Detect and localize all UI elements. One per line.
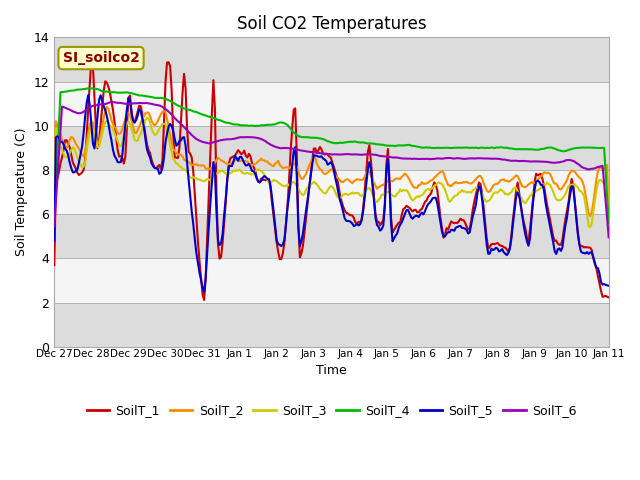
SoilT_4 <box>89 85 97 91</box>
Bar <box>54 37 609 82</box>
SoilT_3 <box>605 233 612 239</box>
SoilT_6 <box>236 134 243 140</box>
SoilT_6 <box>605 234 612 240</box>
Line: SoilT_6: SoilT_6 <box>54 102 609 237</box>
SoilT_2 <box>294 168 302 174</box>
SoilT_5 <box>200 289 208 295</box>
SoilT_1 <box>246 153 254 159</box>
SoilT_1 <box>605 295 612 300</box>
SoilT_3 <box>236 167 243 172</box>
Legend: SoilT_1, SoilT_2, SoilT_3, SoilT_4, SoilT_5, SoilT_6: SoilT_1, SoilT_2, SoilT_3, SoilT_4, Soil… <box>82 399 581 422</box>
SoilT_6 <box>120 101 127 107</box>
Bar <box>54 214 609 258</box>
SoilT_3 <box>575 188 583 193</box>
SoilT_5 <box>219 231 227 237</box>
SoilT_2 <box>51 191 58 197</box>
Bar <box>54 302 609 347</box>
SoilT_4 <box>120 90 127 96</box>
Line: SoilT_1: SoilT_1 <box>54 60 609 300</box>
SoilT_6 <box>108 99 115 105</box>
SoilT_1 <box>219 239 227 245</box>
SoilT_6 <box>51 223 58 229</box>
SoilT_5 <box>605 283 612 288</box>
SoilT_4 <box>294 133 302 139</box>
Line: SoilT_3: SoilT_3 <box>54 118 609 236</box>
Line: SoilT_2: SoilT_2 <box>54 107 609 225</box>
SoilT_2 <box>103 104 111 110</box>
SoilT_1 <box>296 254 304 260</box>
SoilT_5 <box>296 243 304 249</box>
Line: SoilT_5: SoilT_5 <box>54 95 609 292</box>
SoilT_3 <box>217 168 225 173</box>
SoilT_4 <box>51 216 58 222</box>
SoilT_2 <box>245 161 253 167</box>
SoilT_5 <box>120 137 127 143</box>
SoilT_6 <box>245 134 253 140</box>
SoilT_4 <box>217 118 225 123</box>
SoilT_6 <box>575 162 583 168</box>
Bar <box>54 170 609 214</box>
SoilT_2 <box>120 121 127 127</box>
SoilT_2 <box>605 222 612 228</box>
SoilT_1 <box>577 243 585 249</box>
Bar <box>54 82 609 126</box>
SoilT_1 <box>237 151 245 157</box>
SoilT_6 <box>217 137 225 143</box>
SoilT_6 <box>294 147 302 153</box>
SoilT_3 <box>143 115 151 120</box>
SoilT_2 <box>575 175 583 180</box>
SoilT_1 <box>200 297 208 303</box>
Line: SoilT_4: SoilT_4 <box>54 88 609 223</box>
SoilT_2 <box>217 157 225 163</box>
SoilT_4 <box>575 145 583 151</box>
SoilT_1 <box>51 262 58 268</box>
SoilT_3 <box>51 196 58 202</box>
Y-axis label: Soil Temperature (C): Soil Temperature (C) <box>15 128 28 256</box>
Title: Soil CO2 Temperatures: Soil CO2 Temperatures <box>237 15 426 33</box>
SoilT_3 <box>245 170 253 176</box>
SoilT_3 <box>294 185 302 191</box>
SoilT_4 <box>605 220 612 226</box>
X-axis label: Time: Time <box>316 364 347 377</box>
SoilT_5 <box>246 164 254 169</box>
SoilT_1 <box>120 161 127 167</box>
Bar <box>54 126 609 170</box>
SoilT_2 <box>236 158 243 164</box>
SoilT_4 <box>236 122 243 128</box>
SoilT_5 <box>84 92 92 98</box>
SoilT_1 <box>88 57 95 62</box>
SoilT_3 <box>118 141 126 146</box>
Bar <box>54 258 609 302</box>
SoilT_4 <box>245 123 253 129</box>
SoilT_5 <box>237 154 245 159</box>
Text: SI_soilco2: SI_soilco2 <box>63 51 140 65</box>
SoilT_5 <box>577 249 585 254</box>
SoilT_5 <box>51 238 58 244</box>
